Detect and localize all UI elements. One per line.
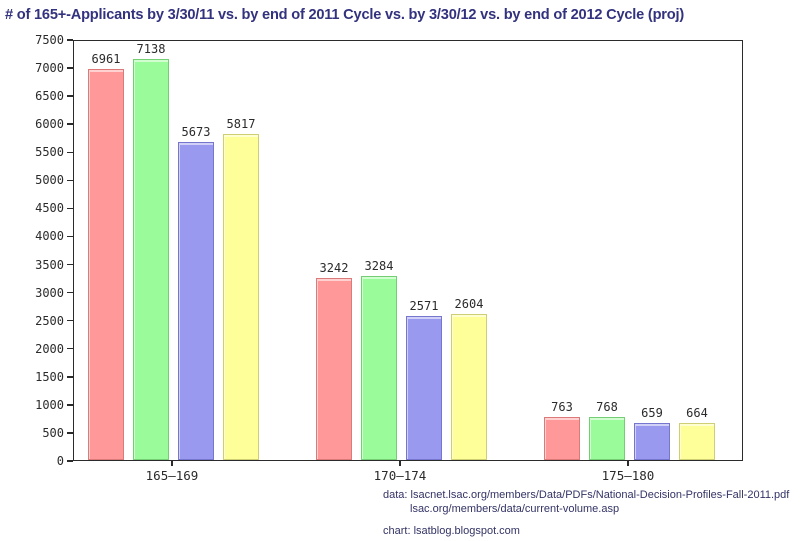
y-tick-mark [67, 39, 73, 41]
y-tick-mark [67, 376, 73, 378]
bar [679, 422, 715, 460]
bar-value-label: 6961 [91, 52, 121, 67]
y-tick-mark [67, 347, 73, 350]
bar [361, 275, 397, 460]
bar-group: 763 768 659 664 [544, 400, 715, 460]
plot-area: 6961 7138 5673 5817 3242 3284 2571 2604 763 768 65… [73, 40, 743, 461]
y-tick-label: 4500 [35, 201, 64, 216]
y-tick-label: 3500 [35, 257, 64, 272]
chart-title: # of 165+-Applicants by 3/30/11 vs. by e… [5, 7, 685, 23]
bar [316, 278, 352, 460]
data-source-line-2: lsac.org/members/data/current-volume.asp [410, 503, 620, 515]
bar [223, 133, 259, 460]
bar [634, 423, 670, 460]
y-tick-mark [67, 319, 73, 322]
bar-value-label: 664 [686, 405, 708, 420]
y-tick-mark [67, 235, 73, 238]
bar-value-label: 5673 [181, 124, 211, 139]
y-tick-label: 6500 [35, 89, 64, 104]
bar-group: 3242 3284 2571 2604 [316, 259, 487, 460]
bar-group: 6961 7138 5673 5817 [88, 42, 259, 460]
y-tick-mark [67, 207, 73, 210]
y-tick-label: 2500 [35, 313, 64, 328]
y-tick-mark [67, 151, 73, 154]
bar [451, 313, 487, 460]
bar [88, 69, 124, 460]
x-tick-mark [627, 461, 629, 466]
y-tick-label: 3000 [35, 285, 64, 300]
bar-column: 6961 [88, 52, 124, 460]
y-tick-label: 6000 [35, 117, 64, 132]
y-tick-label: 5500 [35, 145, 64, 160]
bar-value-label: 768 [596, 399, 618, 414]
bar-column: 763 [544, 400, 580, 460]
bar-column: 5817 [223, 116, 259, 460]
y-tick-label: 1000 [35, 397, 64, 412]
bar [544, 417, 580, 460]
bar-value-label: 5817 [226, 116, 256, 131]
y-tick-label: 500 [42, 425, 64, 440]
bar-column: 5673 [178, 125, 214, 460]
y-tick-mark [67, 460, 73, 462]
bar-column: 659 [634, 406, 670, 460]
bar-value-label: 3284 [364, 258, 394, 273]
y-tick-label: 2000 [35, 341, 64, 356]
bar-column: 2571 [406, 299, 442, 460]
y-tick-label: 7500 [35, 33, 64, 47]
x-tick-label: 170–174 [373, 468, 427, 483]
y-tick-mark [67, 291, 73, 294]
y-tick-mark [67, 67, 73, 69]
x-tick-label: 165–169 [145, 468, 199, 483]
y-tick-mark [67, 123, 73, 125]
data-source-line-1: data: lsacnet.lsac.org/members/Data/PDFs… [383, 489, 790, 501]
y-tick-mark [67, 404, 73, 406]
y-tick-label: 4000 [35, 229, 64, 244]
bar-column: 768 [589, 400, 625, 460]
x-tick-label: 175–180 [601, 468, 655, 483]
bar-value-label: 2604 [454, 296, 484, 311]
y-tick-mark [67, 432, 73, 434]
source-credits: data: lsacnet.lsac.org/members/Data/PDFs… [383, 488, 789, 538]
bar [133, 59, 169, 460]
y-tick-mark [67, 263, 73, 266]
bar-value-label: 3242 [319, 261, 349, 275]
x-tick-mark [399, 461, 401, 466]
y-tick-label: 7000 [35, 61, 64, 76]
bar [406, 315, 442, 460]
bar-value-label: 659 [641, 406, 663, 420]
y-tick-mark [67, 179, 73, 182]
x-tick-mark [171, 461, 173, 466]
bar-value-label: 2571 [409, 298, 439, 313]
chart-credit: chart: lsatblog.blogspot.com [383, 525, 520, 537]
bar [178, 141, 214, 460]
bar-value-label: 763 [551, 400, 573, 415]
bar-column: 2604 [451, 297, 487, 460]
bar-column: 3284 [361, 259, 397, 460]
y-tick-mark [67, 95, 73, 97]
bar [589, 416, 625, 460]
y-tick-label: 1500 [35, 369, 64, 384]
bar-column: 3242 [316, 261, 352, 460]
y-tick-label: 5000 [35, 173, 64, 188]
bar-column: 664 [679, 406, 715, 460]
y-tick-label: 0 [56, 454, 64, 468]
bar-column: 7138 [133, 42, 169, 460]
bar-value-label: 7138 [136, 42, 166, 57]
